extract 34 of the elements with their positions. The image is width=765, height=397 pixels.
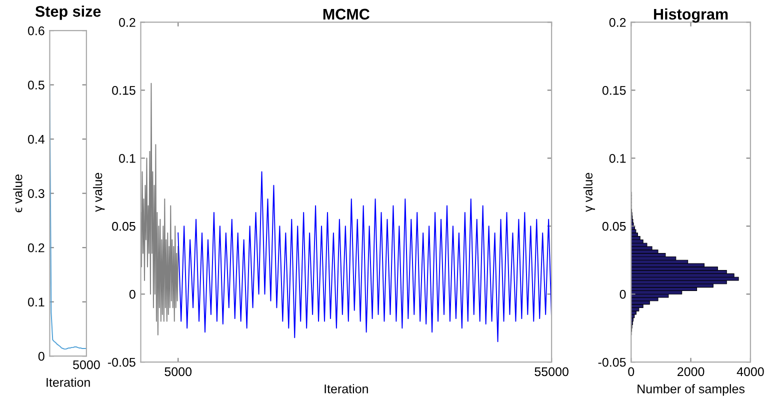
y-tick-label: 0: [129, 290, 136, 299]
y-axis-title: γ value: [583, 172, 595, 212]
y-tick-label: 0.05: [112, 222, 136, 231]
y-tick-label: 0: [620, 290, 626, 299]
y-tick-label: 0.2: [28, 243, 44, 252]
x-axis-title: Iteration: [46, 378, 90, 387]
y-tick-label: 0.5: [28, 80, 44, 90]
chart-title: MCMC: [323, 8, 370, 20]
y-tick-label: 0.4: [28, 134, 44, 144]
y-tick-label: -0.05: [108, 358, 136, 367]
y-tick-label: 0.1: [609, 154, 626, 163]
chart-title: Step size: [35, 6, 101, 20]
y-tick-label: 0.2: [609, 18, 626, 27]
text: 5000: [73, 360, 100, 370]
y-axis-title: ϵ value: [13, 174, 22, 212]
y-tick-label: 0.15: [602, 86, 626, 95]
y-tick-label: 0.1: [28, 298, 44, 307]
x-tick-label: 5000: [164, 367, 192, 376]
y-tick-label: 0: [38, 352, 44, 361]
y-tick-label: 0.6: [28, 26, 44, 36]
y-tick-label: 0.3: [28, 189, 44, 198]
chart-title: Histogram: [654, 8, 728, 23]
x-tick-label: 0: [628, 367, 634, 376]
y-tick-label: 0.15: [112, 86, 136, 95]
x-tick-label: 55000: [534, 367, 568, 376]
y-axis-title: γ value: [92, 172, 105, 212]
y-tick-label: 0.1: [119, 154, 136, 163]
y-tick-label: -0.05: [598, 358, 626, 367]
x-tick-label: 2000: [678, 367, 704, 376]
y-tick-label: 0.05: [602, 222, 626, 231]
x-tick-label: 4000: [736, 367, 764, 376]
x-axis-title: Number of samples: [638, 384, 745, 396]
y-tick-label: 0.2: [119, 18, 136, 27]
x-axis-title: Iteration: [324, 384, 368, 394]
